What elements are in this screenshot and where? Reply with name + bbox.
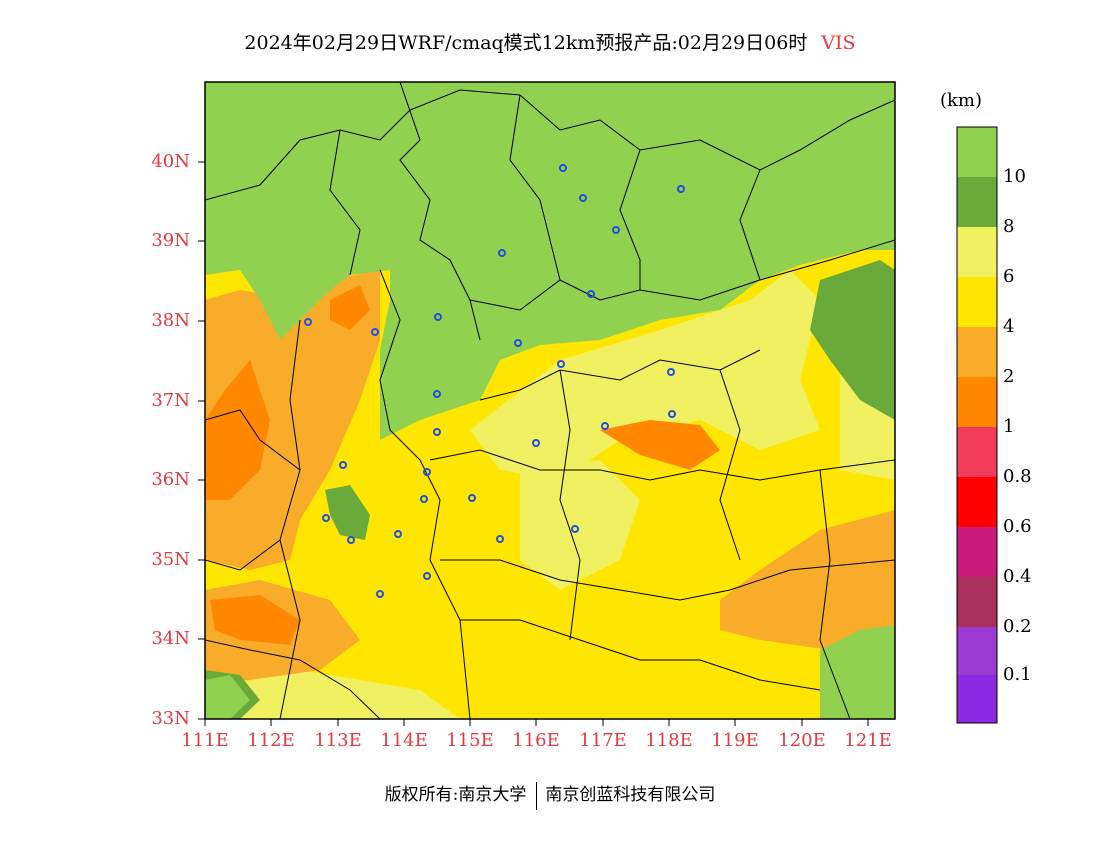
vis-region-2-4-east xyxy=(720,510,895,650)
vis-region-1-2-west xyxy=(205,360,270,500)
vis-region-gt10-southeast xyxy=(820,625,895,719)
colorbar-frame xyxy=(956,126,998,724)
colorbar-label-0.1: 0.1 xyxy=(1003,664,1032,685)
footer-owner: 版权所有:南京大学 xyxy=(384,785,527,805)
colorbar-swatch-1 xyxy=(957,377,997,427)
title-main: 2024年02月29日WRF/cmaq模式12km预报产品:02月29日06时 xyxy=(244,32,808,54)
lon-label-115e: 115E xyxy=(446,730,494,751)
vis-region-8-10-coast xyxy=(810,260,895,420)
colorbar-label-2: 2 xyxy=(1003,366,1015,387)
lon-label-113e: 113E xyxy=(314,730,362,751)
lon-label-121e: 121E xyxy=(844,730,892,751)
colorbar-label-0.4: 0.4 xyxy=(1003,566,1032,587)
vis-region-1-2-center xyxy=(600,420,720,470)
lat-label-40n: 40N xyxy=(151,151,190,172)
lon-ticks xyxy=(204,719,869,726)
copyright-footer: 版权所有:南京大学 南京创蓝科技有限公司 xyxy=(0,780,1100,810)
lat-label-37n: 37N xyxy=(151,390,190,411)
colorbar-swatch-lt0.1 xyxy=(957,675,997,723)
lat-label-35n: 35N xyxy=(151,549,190,570)
lat-label-38n: 38N xyxy=(151,310,190,331)
colorbar-label-0.8: 0.8 xyxy=(1003,466,1032,487)
colorbar xyxy=(956,126,998,724)
colorbar-swatch-8 xyxy=(957,177,997,227)
lon-label-118e: 118E xyxy=(645,730,693,751)
colorbar-label-0.6: 0.6 xyxy=(1003,516,1032,537)
footer-company: 南京创蓝科技有限公司 xyxy=(545,785,716,805)
colorbar-swatch-4 xyxy=(957,277,997,327)
colorbar-swatch-0.2 xyxy=(957,577,997,627)
colorbar-swatch-0.6 xyxy=(957,477,997,527)
colorbar-label-8: 8 xyxy=(1003,216,1015,237)
lat-label-33n: 33N xyxy=(151,708,190,729)
colorbar-label-0.2: 0.2 xyxy=(1003,616,1032,637)
footer-separator xyxy=(536,781,538,810)
vis-region-1-2-north xyxy=(330,285,370,330)
colorbar-label-1: 1 xyxy=(1003,416,1015,437)
lon-label-114e: 114E xyxy=(380,730,428,751)
lon-label-112e: 112E xyxy=(247,730,295,751)
colorbar-swatch-0.8 xyxy=(957,427,997,477)
colorbar-swatch-0.4 xyxy=(957,527,997,577)
colorbar-swatch-gt10 xyxy=(957,127,997,177)
colorbar-swatch-0.1 xyxy=(957,627,997,675)
lat-label-34n: 34N xyxy=(151,628,190,649)
admin-boundaries xyxy=(205,82,895,719)
vis-region-gt10-southwest xyxy=(205,675,250,719)
colorbar-label-4: 4 xyxy=(1003,316,1015,337)
city-markers xyxy=(304,164,685,598)
lat-ticks xyxy=(198,161,205,720)
colorbar-unit: (km) xyxy=(940,90,983,111)
lon-label-119e: 119E xyxy=(711,730,759,751)
lon-label-117e: 117E xyxy=(579,730,627,751)
colorbar-label-6: 6 xyxy=(1003,266,1015,287)
vis-region-6-8-east xyxy=(470,270,820,480)
colorbar-swatch-6 xyxy=(957,227,997,277)
vis-region-1-2-southwest xyxy=(210,595,300,645)
vis-region-6-8-south xyxy=(205,670,460,719)
visibility-field xyxy=(205,82,895,719)
colorbar-swatch-2 xyxy=(957,327,997,377)
lat-label-36n: 36N xyxy=(151,469,190,490)
title-variable: VIS xyxy=(821,32,856,54)
lon-label-120e: 120E xyxy=(778,730,826,751)
lon-label-111e: 111E xyxy=(181,730,229,751)
lon-label-116e: 116E xyxy=(512,730,560,751)
lat-label-39n: 39N xyxy=(151,230,190,251)
vis-region-6-8-center xyxy=(520,460,640,590)
vis-region-8-10-center xyxy=(325,485,370,540)
chart-title: 2024年02月29日WRF/cmaq模式12km预报产品:02月29日06时 V… xyxy=(0,28,1100,55)
colorbar-label-10: 10 xyxy=(1003,166,1026,187)
vis-region-gt10-north xyxy=(205,82,895,440)
